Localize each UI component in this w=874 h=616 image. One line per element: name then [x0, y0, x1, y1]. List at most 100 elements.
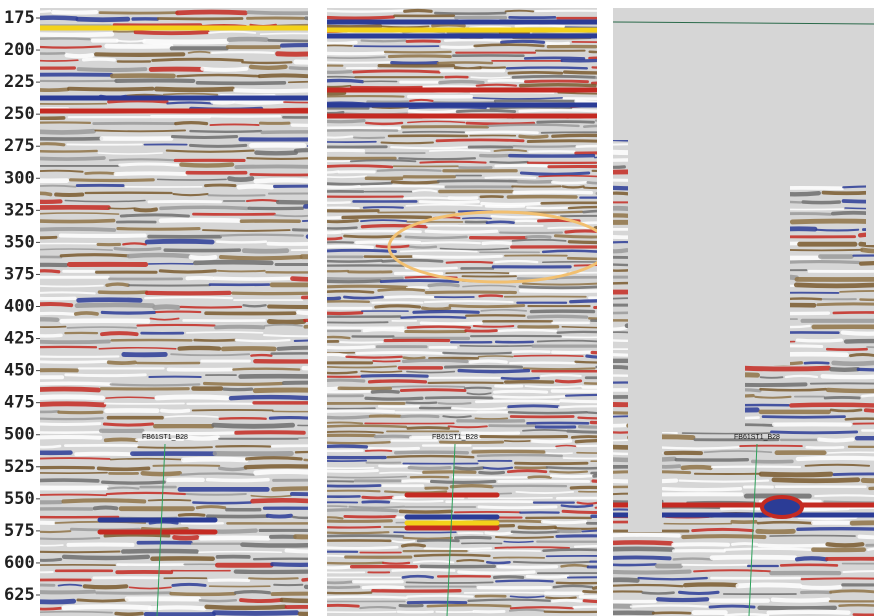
reflector	[376, 306, 420, 307]
reflector	[571, 487, 607, 488]
reflector	[317, 186, 360, 187]
reflector	[107, 493, 185, 494]
depth-tick-label: 500	[4, 425, 35, 445]
reflector	[446, 273, 509, 274]
reflector	[370, 381, 426, 382]
reflector	[317, 521, 391, 522]
reflector	[505, 441, 532, 442]
reflector	[317, 547, 397, 548]
reflector	[207, 607, 285, 608]
reflector	[378, 170, 441, 171]
reflector	[428, 605, 510, 606]
reflector	[495, 547, 569, 548]
depth-tick-label: 200	[4, 40, 35, 60]
reflector	[512, 532, 559, 533]
reflector	[317, 232, 340, 233]
reflector	[546, 598, 576, 599]
reflector	[180, 348, 220, 349]
reflector	[260, 75, 308, 76]
reflector	[643, 593, 674, 594]
reflector	[362, 376, 427, 377]
reflector	[694, 570, 770, 571]
reflector	[247, 200, 278, 201]
reflector	[513, 76, 594, 77]
reflector	[86, 173, 114, 174]
reflector	[551, 476, 593, 477]
reflector	[317, 417, 368, 418]
reflector	[459, 371, 528, 372]
reflector	[392, 386, 464, 387]
reflector	[538, 341, 600, 342]
reflector	[786, 376, 817, 377]
reflector	[868, 548, 874, 549]
depth-tick-label: 625	[4, 585, 35, 605]
reflector	[603, 215, 630, 216]
reflector	[382, 143, 433, 144]
reflector	[435, 13, 505, 14]
reflector	[317, 354, 346, 355]
depth-axis: 1752002252502753003253503754004254504755…	[4, 8, 40, 605]
reflector	[346, 357, 401, 358]
reflector	[193, 502, 250, 503]
reflector	[445, 40, 500, 41]
reflector	[59, 585, 82, 586]
reflector	[584, 591, 614, 592]
reflector	[555, 528, 606, 529]
reflector	[197, 507, 225, 508]
seismic-panel: FB61ST1_B28	[603, 8, 874, 616]
reflector	[223, 348, 274, 349]
reflector	[241, 600, 281, 601]
reflector	[432, 481, 495, 482]
reflector	[270, 418, 309, 419]
reflector	[145, 297, 232, 298]
reflector	[317, 347, 374, 348]
reflector	[523, 430, 566, 431]
reflector	[120, 164, 178, 165]
reflector	[215, 278, 292, 279]
reflector	[761, 377, 783, 378]
reflector	[445, 366, 521, 367]
reflector	[256, 153, 295, 154]
reflector	[161, 220, 238, 221]
reflector	[229, 179, 251, 180]
reflector	[406, 237, 467, 238]
reflector	[415, 555, 489, 556]
reflector	[760, 608, 835, 609]
reflector	[792, 221, 874, 222]
reflector	[529, 477, 551, 478]
reflector	[317, 62, 391, 63]
reflector	[840, 291, 874, 292]
reflector	[823, 376, 874, 377]
reflector	[693, 529, 753, 530]
reflector	[30, 89, 68, 90]
depth-tick-label: 600	[4, 553, 35, 573]
reflector	[317, 77, 355, 78]
reflector	[30, 158, 104, 159]
reflector	[203, 230, 290, 231]
reflector	[603, 557, 670, 558]
reflector	[317, 221, 357, 222]
depth-tick-label: 400	[4, 297, 35, 317]
reflector	[71, 180, 154, 181]
reflector	[430, 150, 490, 151]
depth-tick-label: 300	[4, 168, 35, 188]
reflector	[175, 537, 197, 538]
reflector	[396, 452, 468, 453]
reflector	[547, 467, 613, 468]
reflector	[212, 102, 232, 103]
reflector	[487, 222, 514, 223]
reflector	[443, 353, 511, 354]
reflector	[30, 404, 104, 405]
reflector	[825, 397, 859, 398]
reflector	[759, 545, 827, 546]
reflector	[773, 600, 828, 601]
reflector	[401, 317, 465, 318]
reflector	[178, 75, 259, 76]
reflector	[156, 312, 200, 313]
reflector	[594, 587, 615, 588]
reflector	[443, 416, 470, 417]
reflector	[544, 550, 613, 551]
reflector	[796, 285, 874, 286]
reflector	[542, 203, 619, 204]
reflector	[547, 43, 568, 44]
